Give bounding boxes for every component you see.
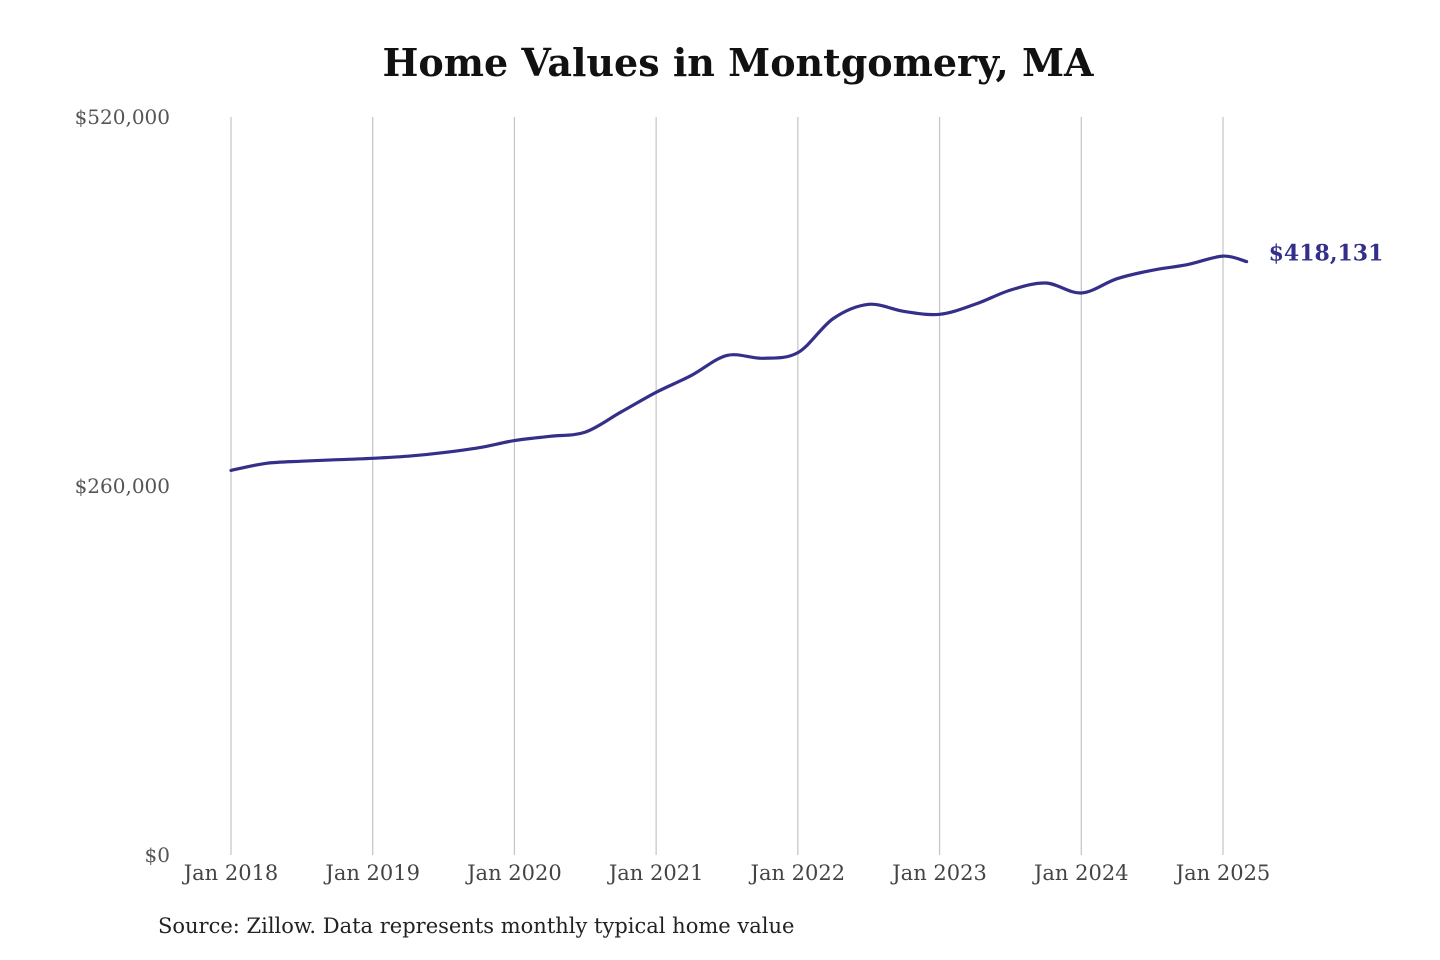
- x-axis: Jan 2018 Jan 2019 Jan 2020 Jan 2021 Jan 2022…: [182, 861, 1271, 885]
- x-tick-label: Jan 2022: [749, 861, 846, 885]
- x-tick-label: Jan 2025: [1174, 861, 1271, 885]
- x-tick-label: Jan 2019: [323, 861, 420, 885]
- x-tick-label: Jan 2023: [890, 861, 987, 885]
- series-layer: $418,131: [229, 241, 1384, 472]
- x-tick-label: Jan 2020: [465, 861, 562, 885]
- x-tick-label: Jan 2018: [182, 861, 279, 885]
- end-value-label: $418,131: [1269, 241, 1384, 267]
- series-line: [229, 254, 1249, 472]
- chart-title: Home Values in Montgomery, MA: [382, 40, 1094, 85]
- x-tick-label: Jan 2021: [607, 861, 704, 885]
- y-tick-label: $260,000: [75, 474, 170, 498]
- y-tick-label: $0: [145, 843, 170, 867]
- x-tick-label: Jan 2024: [1032, 861, 1129, 885]
- y-axis: $0 $260,000 $520,000: [75, 105, 170, 867]
- y-tick-label: $520,000: [75, 105, 170, 129]
- source-note: Source: Zillow. Data represents monthly …: [158, 914, 795, 938]
- grid-lines: [230, 117, 1224, 855]
